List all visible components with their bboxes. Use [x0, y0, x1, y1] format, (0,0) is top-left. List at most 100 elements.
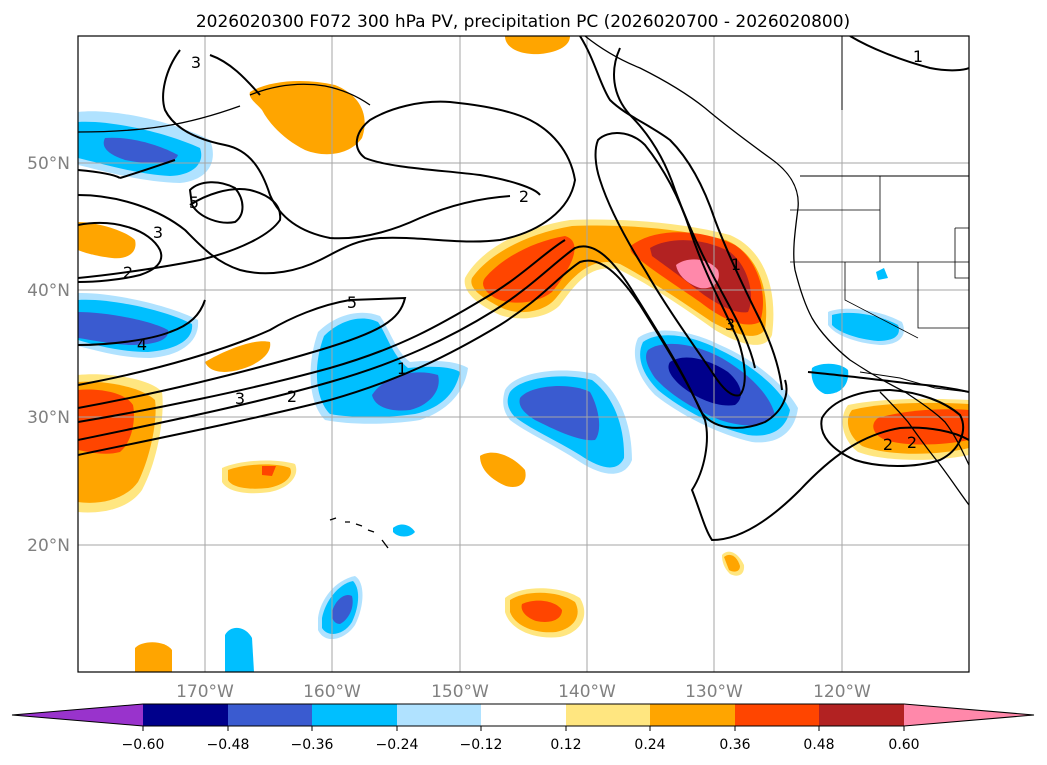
lat-label: 30°N	[27, 408, 70, 428]
baja-coastline	[879, 391, 969, 506]
lat-label: 20°N	[27, 536, 70, 556]
pv-contour-label: 3	[235, 389, 245, 408]
alaska-coastline	[249, 83, 371, 106]
precip-region	[832, 312, 899, 341]
pv-contour	[162, 49, 511, 240]
pv-contour-label: 3	[725, 315, 735, 334]
precip-region	[135, 642, 172, 672]
mexico-border	[859, 371, 969, 393]
precip-region	[78, 222, 136, 259]
pv-contour-label: 1	[397, 359, 407, 378]
pv-contour	[820, 388, 965, 467]
hawaii-islands	[329, 517, 389, 549]
colorbar-tick-label: 0.48	[803, 737, 834, 753]
pv-contour-label: 2	[123, 263, 133, 282]
colorbar-segment	[397, 704, 481, 726]
precip-region	[876, 268, 888, 280]
map-frame	[77, 35, 970, 673]
colorbar-segment	[312, 704, 397, 726]
pv-contour-label: 1	[913, 47, 923, 66]
colorbar-tick-label: −0.12	[460, 737, 503, 753]
lat-label: 40°N	[27, 281, 70, 301]
precip-region	[103, 137, 178, 164]
colorbar: −0.60 −0.48 −0.36 −0.24 −0.12 0.12 0.24 …	[11, 703, 1035, 753]
precip-region	[372, 372, 439, 411]
precip-region	[519, 386, 600, 441]
precip-region	[228, 464, 291, 489]
state-borders	[790, 176, 969, 339]
precip-region	[724, 554, 740, 572]
colorbar-tick-label: 0.12	[550, 737, 581, 753]
pv-contour	[579, 36, 783, 391]
colorbar-ticks	[142, 726, 905, 731]
colorbar-tick-label: −0.24	[376, 737, 419, 753]
pv-contour-label: 3	[153, 223, 163, 242]
state-border	[790, 176, 969, 339]
latitude-labels: 50°N 40°N 30°N 20°N	[27, 154, 70, 556]
lon-label: 120°W	[813, 682, 871, 702]
colorbar-tick-label: −0.60	[122, 737, 165, 753]
precip-region	[811, 363, 849, 395]
precip-region	[480, 452, 526, 488]
precip-region	[249, 80, 365, 155]
lon-label: 150°W	[431, 682, 489, 702]
lon-label: 160°W	[303, 682, 361, 702]
aleutian-islands	[78, 105, 241, 133]
colorbar-tick-label: −0.36	[291, 737, 334, 753]
colorbar-tick-label: 0.36	[719, 737, 750, 753]
colorbar-segment	[650, 704, 735, 726]
lon-label: 140°W	[558, 682, 616, 702]
pv-contour	[78, 159, 176, 179]
pv-contour-label: 2	[287, 387, 297, 406]
colorbar-segment	[735, 704, 819, 726]
pv-contour-label: 2	[907, 433, 917, 452]
colorbar-segment	[481, 704, 566, 726]
pv-contour-labels: 1 1 1 2 2 2 2 2 3 3 3 3 4 5 5	[123, 47, 923, 454]
plot-title: 2026020300 F072 300 hPa PV, precipitatio…	[196, 12, 850, 32]
precip-region	[668, 357, 741, 406]
colorbar-segment	[566, 704, 650, 726]
colorbar-segment	[228, 704, 312, 726]
graticule	[78, 36, 969, 672]
pv-contour	[78, 296, 407, 409]
pv-contour	[78, 221, 163, 283]
precip-region	[505, 36, 570, 55]
pv-contour	[78, 100, 577, 275]
colorbar-extend-low	[12, 704, 143, 726]
precip-region	[78, 312, 169, 345]
longitude-labels: 170°W 160°W 150°W 140°W 130°W 120°W	[176, 682, 871, 702]
lat-label: 50°N	[27, 154, 70, 174]
precip-region	[262, 466, 276, 476]
north-america-coastline	[584, 36, 969, 466]
colorbar-segment	[819, 704, 904, 726]
colorbar-tick-label: 0.24	[634, 737, 665, 753]
pv-contour-label: 2	[883, 435, 893, 454]
colorbar-tick-label: −0.48	[207, 737, 250, 753]
pv-contour	[613, 47, 756, 369]
pv-contour	[807, 371, 969, 393]
precip-region	[225, 627, 254, 672]
pv-contour-label: 4	[137, 335, 147, 354]
pv-contour-label: 3	[191, 53, 201, 72]
coastlines	[78, 36, 969, 549]
pv-contour-label: 1	[731, 255, 741, 274]
colorbar-tick-label: 0.60	[888, 737, 919, 753]
pv-contour	[78, 239, 566, 423]
lon-label: 170°W	[176, 682, 234, 702]
map-panel: 1 1 1 2 2 2 2 2 3 3 3 3 4 5 5	[77, 35, 970, 673]
pv-contour	[209, 54, 261, 96]
pv-contour	[849, 36, 969, 72]
pv-contours	[78, 36, 969, 542]
precip-region	[331, 594, 353, 624]
colorbar-tick-labels: −0.60 −0.48 −0.36 −0.24 −0.12 0.12 0.24 …	[122, 737, 920, 753]
pv-contour-label: 2	[519, 187, 529, 206]
pv-contour	[188, 181, 244, 224]
lon-label: 130°W	[685, 682, 743, 702]
pv-contour	[594, 132, 746, 397]
map-background	[78, 36, 969, 672]
precip-region	[205, 341, 271, 372]
pv-contour	[78, 245, 788, 441]
colorbar-extend-high	[904, 704, 1034, 726]
pv-contour-label: 5	[347, 293, 357, 312]
